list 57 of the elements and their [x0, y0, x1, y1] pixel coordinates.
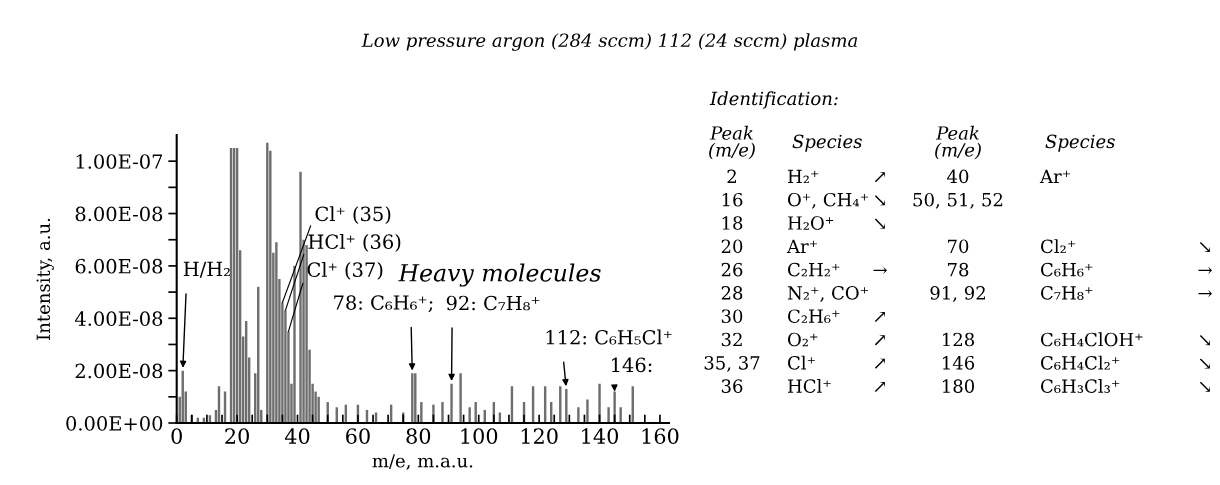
x-tick-label: 140 — [582, 428, 619, 444]
y-axis-title: Intensity, a.u. — [36, 218, 54, 340]
y-tick-label: 0.00E+00 — [66, 415, 163, 431]
bar — [619, 407, 622, 423]
text: Identification: — [709, 91, 838, 109]
bar — [299, 171, 302, 423]
annotation: 78: C₆H₆⁺; — [334, 295, 433, 313]
y-tick-label: 6.00E-08 — [75, 258, 163, 274]
text: 18 H₂O⁺ ↘ — [722, 216, 885, 230]
annotation: 112: C₆H₅Cl⁺ — [546, 329, 672, 345]
bar — [305, 244, 308, 423]
x-tick-label: 160 — [642, 428, 679, 444]
text: 2 H₂⁺ ↗ 40 Ar⁺ — [727, 169, 1070, 184]
annotation: 146: — [612, 357, 652, 373]
annotation: 92: C₇H₈⁺ — [446, 295, 540, 311]
x-tick-label: 80 — [406, 428, 431, 444]
text: 32 O₂⁺ ↗ 128 C₆H₄ClOH⁺ ↘ — [721, 332, 1210, 347]
x-tick-label: 60 — [346, 428, 370, 444]
text: 36 HCl⁺ ↗ 180 C₆H₃Cl₃⁺ ↘ — [721, 378, 1210, 393]
bar — [317, 396, 320, 423]
y-tick-label: 1.00E-07 — [76, 154, 163, 169]
annotation: Cl⁺ (37) — [307, 261, 383, 280]
x-tick-label: 120 — [521, 428, 558, 444]
bar — [432, 404, 435, 423]
text: 20 Ar⁺ 70 Cl₂⁺ ↘ — [721, 239, 1210, 254]
bar — [468, 407, 471, 423]
text: 30 C₂H₆⁺ ↗ — [721, 309, 885, 324]
x-axis-title: m/e, m.a.u. — [372, 454, 473, 470]
x-tick-label: 40 — [284, 428, 310, 444]
bar — [598, 383, 601, 423]
bar — [266, 142, 269, 423]
annotation: Heavy molecules — [398, 263, 601, 287]
bar — [474, 402, 477, 423]
bar — [450, 383, 453, 423]
x-tick-label: 20 — [225, 428, 249, 444]
chart-title: Low pressure argon (284 sccm) 112 (24 sccm) plasma — [361, 33, 858, 51]
text: 35, 37 Cl⁺ ↗ 146 C₆H₄Cl₂⁺ ↘ — [704, 355, 1210, 372]
bar — [586, 399, 589, 423]
text: Peak (m/e) Species Peak (m/e) Species — [709, 125, 1115, 160]
text: 26 C₂H₂⁺ → 78 C₆H₆⁺ → — [721, 262, 1212, 277]
bar — [459, 373, 462, 423]
text: 16 O⁺, CH₄⁺ ↘ 50, 51, 52 — [722, 192, 1003, 209]
annotation: H/H₂ — [183, 261, 230, 278]
bar — [441, 402, 444, 423]
annotation: HCl⁺ (36) — [308, 234, 401, 252]
text: 28 N₂⁺, CO⁺ 91, 92 C₇H₈⁺ → — [721, 286, 1212, 302]
bar — [577, 407, 580, 423]
x-tick-label: 100 — [461, 428, 498, 444]
y-tick-label: 2.00E-08 — [75, 363, 163, 379]
bar — [607, 407, 610, 423]
bar — [420, 402, 423, 423]
bar — [293, 265, 296, 423]
bar — [275, 242, 278, 423]
annotation: Cl⁺ (35) — [315, 206, 391, 224]
y-tick-label: 4.00E-08 — [74, 311, 163, 326]
x-tick-label: 0 — [171, 428, 182, 444]
y-tick-label: 8.00E-08 — [75, 206, 163, 222]
